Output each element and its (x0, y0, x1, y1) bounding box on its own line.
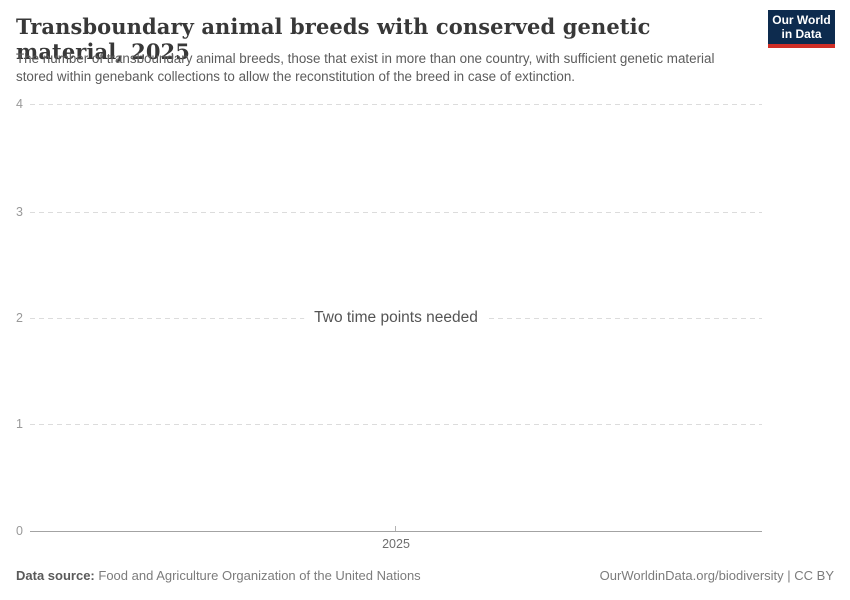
gridline (30, 104, 762, 105)
owid-logo[interactable]: Our World in Data (768, 10, 835, 48)
y-axis-tick-label-0: 0 (16, 524, 23, 538)
owid-logo-line1: Our World (772, 13, 831, 27)
data-source-label: Data source: (16, 568, 95, 583)
gridline (30, 424, 762, 425)
x-axis-tick-mark (395, 526, 396, 531)
y-axis-tick-label-3: 3 (16, 205, 23, 219)
y-axis-tick-label-4: 4 (16, 97, 23, 111)
owid-credit-link[interactable]: OurWorldinData.org/biodiversity | CC BY (599, 568, 834, 583)
data-source-value: Food and Agriculture Organization of the… (98, 568, 421, 583)
no-data-message: Two time points needed (304, 307, 488, 329)
y-axis-tick-label-2: 2 (16, 311, 23, 325)
y-axis-tick-label-1: 1 (16, 417, 23, 431)
chart-subtitle: The number of transboundary animal breed… (16, 51, 715, 84)
data-source: Data source: Food and Agriculture Organi… (16, 568, 421, 583)
gridline (30, 212, 762, 213)
x-axis-line (30, 531, 762, 532)
owid-logo-line2: in Data (781, 27, 822, 41)
x-axis-tick-label: 2025 (382, 537, 410, 551)
chart-footer: Data source: Food and Agriculture Organi… (16, 568, 834, 583)
chart-title: Transboundary animal breeds with conserv… (16, 14, 651, 64)
